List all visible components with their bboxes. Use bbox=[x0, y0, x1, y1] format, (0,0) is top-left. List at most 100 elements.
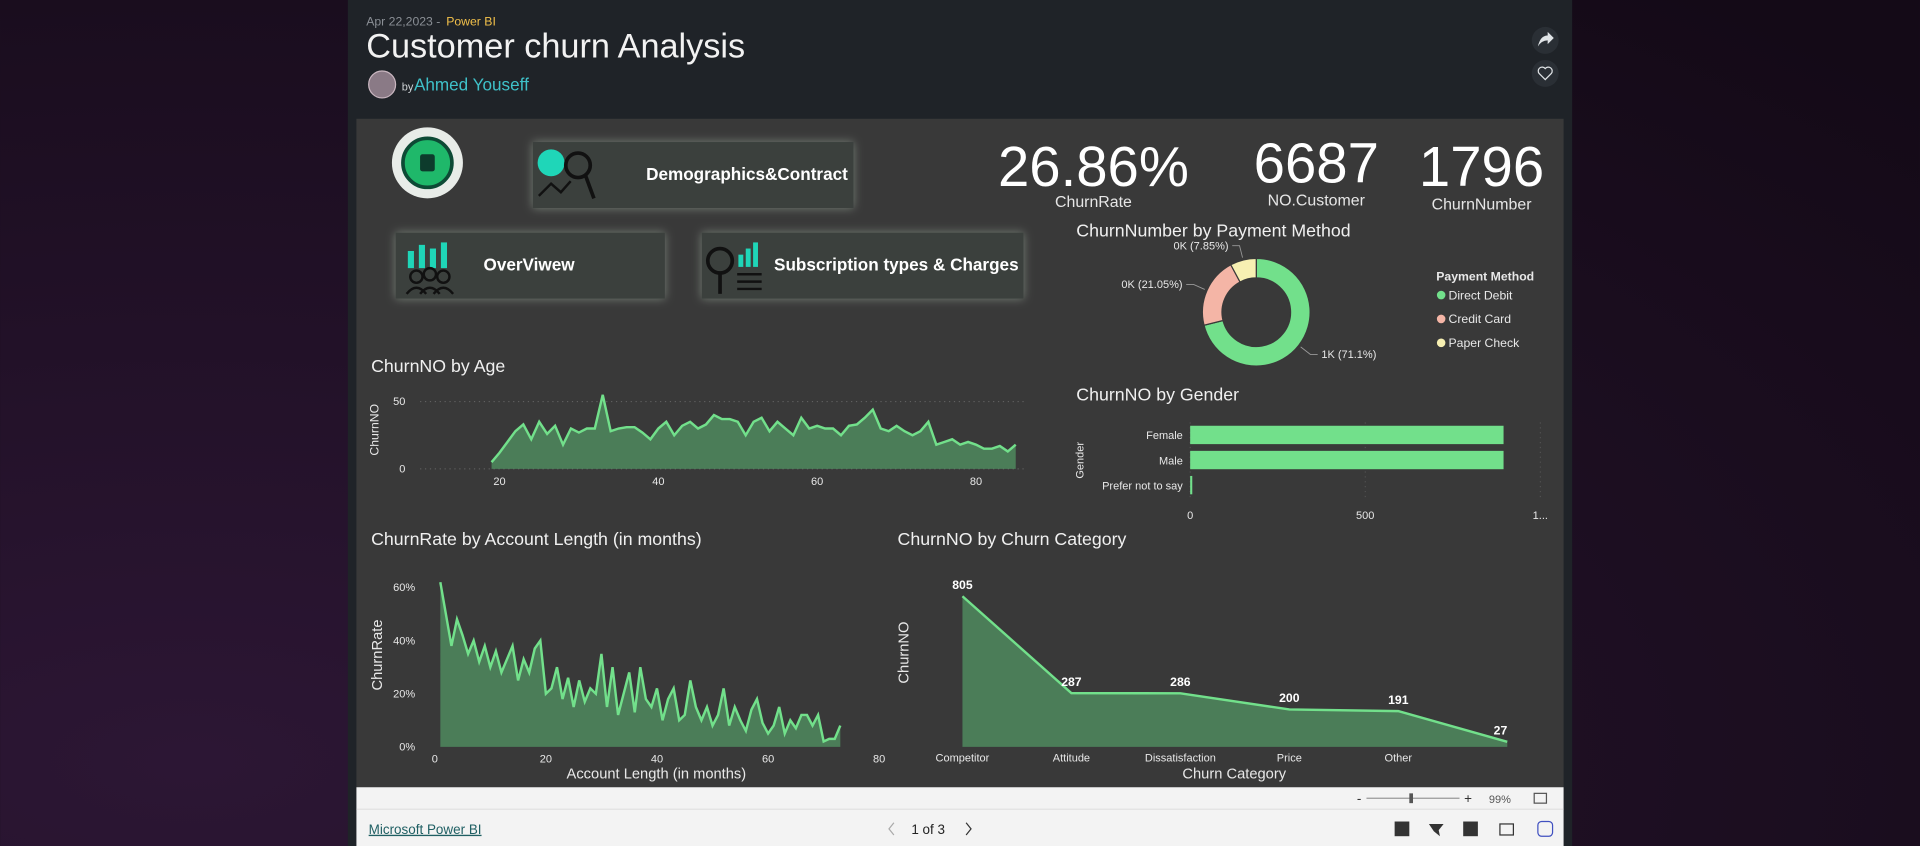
legend-label: Direct Debit bbox=[1449, 288, 1514, 302]
button-icon bbox=[583, 174, 596, 199]
data-label: 805 bbox=[952, 578, 973, 592]
kpi-value: 26.86% bbox=[998, 135, 1189, 198]
label-leader bbox=[1186, 284, 1205, 290]
bar bbox=[1190, 425, 1504, 445]
button-label[interactable]: Demographics&Contract bbox=[646, 164, 848, 184]
kpi-value: 1796 bbox=[1419, 135, 1544, 198]
label-leader bbox=[1232, 245, 1243, 258]
x-tick-label: 40 bbox=[651, 754, 663, 766]
y-tick-label: 40% bbox=[393, 635, 415, 647]
button-icon bbox=[440, 242, 448, 269]
powerbi-link[interactable]: Microsoft Power BI bbox=[369, 822, 482, 837]
favorite-button[interactable] bbox=[1531, 59, 1559, 87]
y-axis-title: ChurnNO bbox=[367, 404, 381, 456]
zoom-level: 99% bbox=[1489, 794, 1511, 806]
logo-mark bbox=[420, 154, 435, 172]
legend-label: Credit Card bbox=[1449, 312, 1512, 326]
area-fill bbox=[962, 596, 1508, 747]
x-tick-label: Competitor bbox=[936, 753, 990, 765]
chart-title: ChurnNO by Gender bbox=[1076, 384, 1239, 404]
author-by: by bbox=[402, 82, 414, 94]
linkedin-icon[interactable] bbox=[1463, 821, 1478, 837]
share-icon bbox=[1537, 31, 1554, 47]
pie-slice bbox=[1229, 257, 1257, 283]
line bbox=[490, 394, 1017, 463]
header-date: Apr 22,2023 - bbox=[366, 15, 440, 29]
button-icon bbox=[407, 250, 414, 269]
button-icon bbox=[429, 248, 436, 269]
button-icon bbox=[537, 149, 565, 177]
chart-title: ChurnNO by Age bbox=[371, 356, 505, 376]
area-fill bbox=[440, 582, 841, 747]
line bbox=[961, 595, 1508, 743]
x-tick-label: 0 bbox=[1187, 510, 1193, 522]
teams-icon[interactable] bbox=[1537, 820, 1554, 837]
y-tick-label: 20% bbox=[393, 688, 415, 700]
pie-slice bbox=[1203, 257, 1311, 367]
x-tick-label: 500 bbox=[1356, 510, 1374, 522]
report-title: Customer churn Analysis bbox=[366, 28, 745, 66]
x-tick-label: 40 bbox=[652, 476, 664, 488]
data-label: 200 bbox=[1279, 691, 1300, 705]
x-tick-label: Other bbox=[1385, 753, 1413, 765]
page-indicator: 1 of 3 bbox=[911, 822, 945, 837]
button-label[interactable]: Subscription types & Charges bbox=[774, 255, 1019, 275]
share-icon-footer[interactable] bbox=[1499, 823, 1515, 836]
button-icon bbox=[537, 180, 572, 197]
button-icon bbox=[753, 242, 758, 267]
x-tick-label: 60 bbox=[811, 476, 823, 488]
kpi-value: 6687 bbox=[1254, 131, 1379, 194]
facebook-icon[interactable] bbox=[1394, 821, 1410, 837]
fit-button[interactable] bbox=[1533, 792, 1548, 804]
kpi-label: ChurnRate bbox=[1055, 194, 1132, 211]
button-icon bbox=[418, 244, 425, 269]
area-fill bbox=[491, 394, 1016, 469]
legend-swatch bbox=[1436, 314, 1446, 324]
footer-bar bbox=[356, 787, 1564, 846]
chart-title: ChurnNO by Churn Category bbox=[898, 529, 1127, 549]
author-avatar bbox=[368, 70, 397, 99]
kpi-label: NO.Customer bbox=[1268, 193, 1366, 210]
x-tick-label: 80 bbox=[970, 476, 982, 488]
legend-swatch bbox=[1436, 290, 1446, 300]
label-leader bbox=[1300, 346, 1318, 355]
kpi-label: ChurnNumber bbox=[1432, 196, 1533, 213]
button-icon bbox=[705, 246, 735, 275]
y-tick-label: 0 bbox=[399, 464, 405, 476]
line bbox=[439, 581, 842, 744]
bar bbox=[1190, 450, 1504, 470]
x-tick-label: Price bbox=[1277, 753, 1302, 765]
y-axis-title: ChurnRate bbox=[370, 619, 386, 690]
twitter-icon[interactable] bbox=[1428, 823, 1444, 837]
y-tick-label: Male bbox=[1159, 455, 1183, 467]
legend-swatch bbox=[1436, 338, 1446, 348]
x-axis-title: Account Length (in months) bbox=[567, 767, 747, 783]
button-icon bbox=[745, 248, 751, 267]
zoom-out[interactable]: - bbox=[1357, 791, 1361, 806]
y-axis-title: ChurnNO bbox=[897, 622, 913, 684]
zoom-in[interactable]: + bbox=[1464, 791, 1472, 806]
zoom-thumb[interactable] bbox=[1409, 793, 1413, 804]
next-page[interactable] bbox=[965, 822, 972, 836]
x-tick-label: 20 bbox=[493, 476, 505, 488]
author-name[interactable]: Ahmed Youseff bbox=[414, 75, 529, 95]
button-icon bbox=[737, 273, 762, 291]
x-tick-label: 80 bbox=[873, 754, 885, 766]
x-axis-title: Churn Category bbox=[1182, 767, 1286, 783]
y-tick-label: Female bbox=[1146, 430, 1183, 442]
x-tick-label: 20 bbox=[540, 754, 552, 766]
x-tick-label: 1... bbox=[1533, 510, 1548, 522]
button-label[interactable]: OverViwew bbox=[484, 255, 576, 275]
button-icon bbox=[405, 286, 455, 295]
data-label: 0K (7.85%) bbox=[1173, 240, 1228, 252]
x-tick-label: 60 bbox=[762, 754, 774, 766]
button-icon bbox=[409, 269, 424, 285]
x-tick-label: Attitude bbox=[1053, 753, 1090, 765]
header-meta: Apr 22,2023 - Power BI bbox=[366, 15, 496, 29]
y-axis-title: Gender bbox=[1075, 442, 1087, 479]
prev-page[interactable] bbox=[888, 822, 895, 836]
x-tick-label: 0 bbox=[432, 754, 438, 766]
button-icon bbox=[738, 254, 744, 267]
data-label: 286 bbox=[1170, 675, 1191, 689]
